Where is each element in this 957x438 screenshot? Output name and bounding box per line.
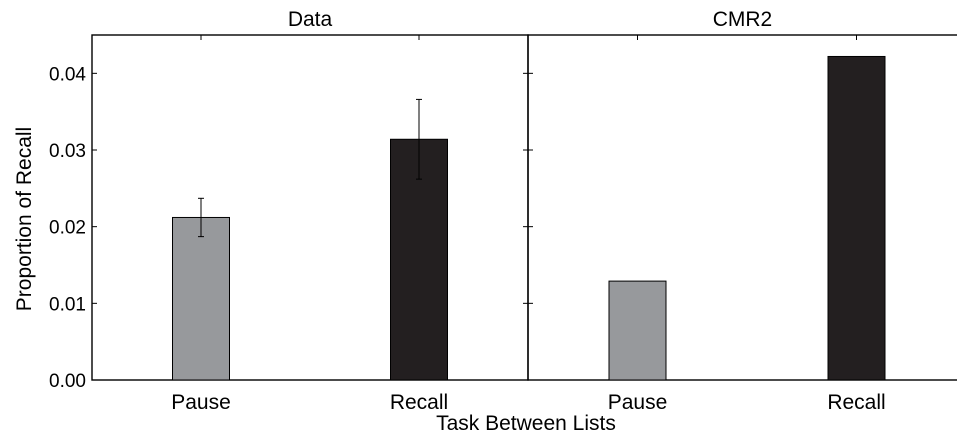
panel-title: CMR2	[713, 8, 773, 31]
x-tick-label-recall: Recall	[390, 391, 448, 414]
panel-cmr2: Pause Recall CMR2	[527, 8, 957, 414]
x-tick-label-pause: Pause	[608, 391, 668, 414]
y-tick-label: 0.00	[49, 371, 86, 392]
y-tick-label: 0.03	[49, 141, 86, 162]
bar-recall	[827, 55, 886, 381]
panel-title: Data	[288, 8, 333, 31]
y-tick-label: 0.01	[49, 294, 86, 315]
y-tick-label: 0.04	[49, 64, 86, 85]
bar-pause	[172, 216, 230, 381]
plot-frame-cmr2	[527, 34, 957, 381]
y-axis-label: Proportion of Recall	[13, 127, 36, 311]
panel-data: 0.00 0.01 0.02 0.03 0.04 Pause Recall Data	[49, 8, 529, 414]
x-tick-label-pause: Pause	[171, 391, 231, 414]
x-tick-label-recall: Recall	[827, 391, 885, 414]
bar-pause	[608, 280, 667, 381]
plot-frame-data	[91, 34, 529, 381]
x-axis-label: Task Between Lists	[436, 412, 616, 435]
y-tick-label: 0.02	[49, 218, 86, 239]
